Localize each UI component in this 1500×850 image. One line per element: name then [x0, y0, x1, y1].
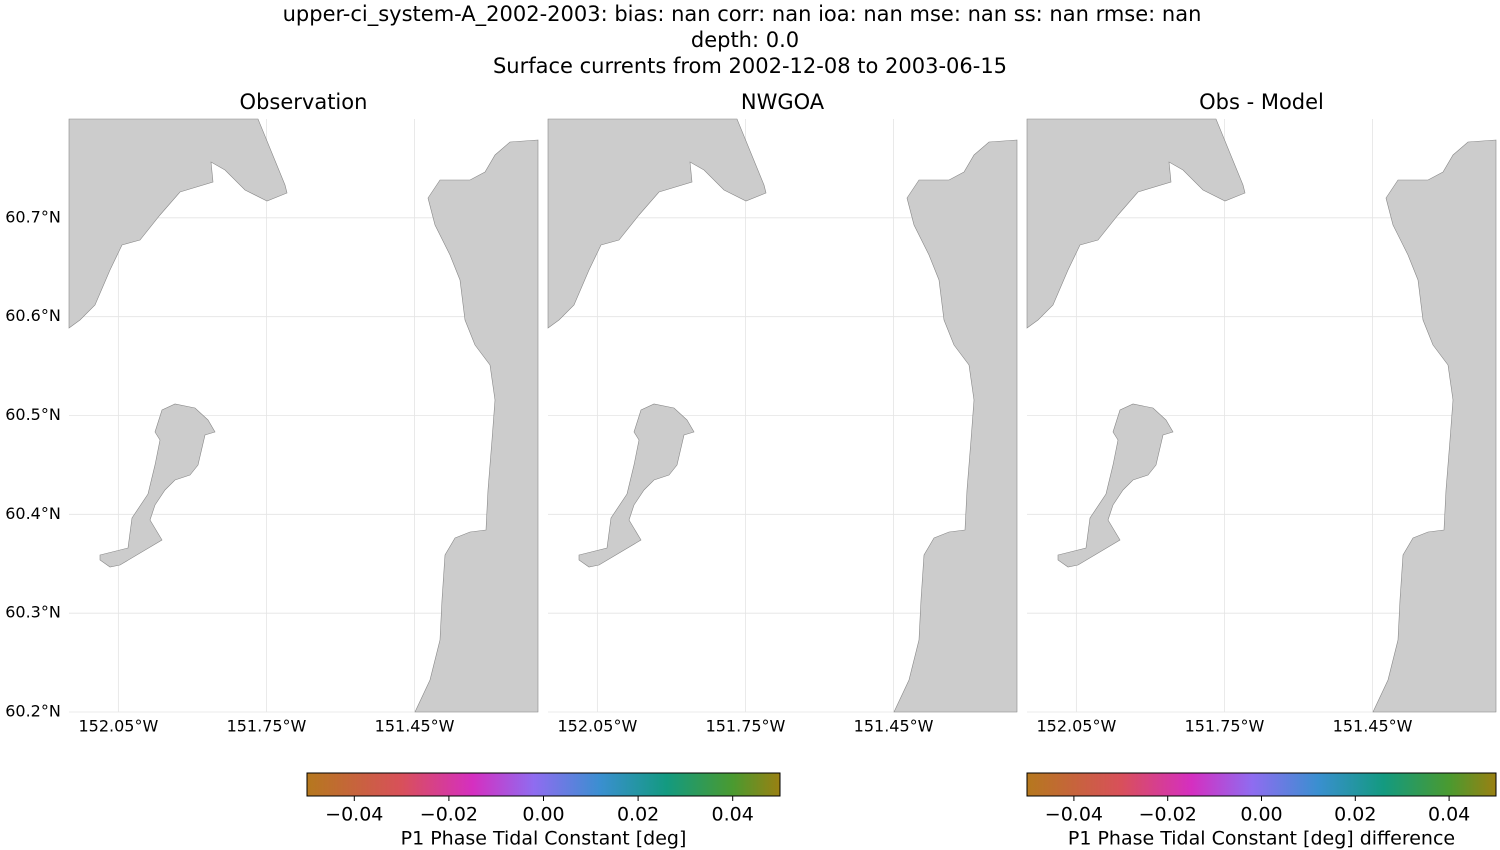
title-line: depth: 0.0 [691, 28, 799, 52]
colorbar-tick-label: −0.04 [1045, 804, 1103, 826]
colorbar-tick-label: 0.04 [712, 804, 754, 826]
lon-tick-label: 151.75°W [227, 717, 307, 736]
colorbar-label: P1 Phase Tidal Constant [deg] [401, 828, 687, 850]
panel-title: NWGOA [741, 90, 825, 114]
title-line: upper-ci_system-A_2002-2003: bias: nan c… [283, 2, 1202, 27]
lon-tick-label: 152.05°W [557, 717, 637, 736]
colorbar [1026, 772, 1497, 797]
panel-title: Observation [240, 90, 368, 114]
colorbar-tick-label: −0.02 [420, 804, 478, 826]
colorbar-tick-label: −0.04 [325, 804, 383, 826]
colorbar-label: P1 Phase Tidal Constant [deg] difference [1068, 828, 1455, 850]
lat-tick-label: 60.5°N [5, 405, 61, 424]
lon-tick-label: 152.05°W [1036, 717, 1116, 736]
lon-tick-label: 151.45°W [375, 717, 455, 736]
colorbar-tick-label: −0.02 [1139, 804, 1197, 826]
lat-tick-label: 60.3°N [5, 603, 61, 622]
lat-tick-label: 60.6°N [5, 306, 61, 325]
lon-tick-label: 151.45°W [854, 717, 934, 736]
colorbar-tick-label: 0.02 [1334, 804, 1376, 826]
colorbar-tick-label: 0.04 [1428, 804, 1470, 826]
title-line: Surface currents from 2002-12-08 to 2003… [493, 54, 1007, 78]
lon-tick-label: 151.45°W [1333, 717, 1413, 736]
colorbar-tick-label: 0.02 [617, 804, 659, 826]
panel-title: Obs - Model [1199, 90, 1324, 114]
lat-tick-label: 60.7°N [5, 207, 61, 226]
colorbar-tick-label: 0.00 [522, 804, 564, 826]
lon-tick-label: 151.75°W [706, 717, 786, 736]
lon-tick-label: 151.75°W [1185, 717, 1265, 736]
lat-tick-label: 60.4°N [5, 504, 61, 523]
lat-tick-label: 60.2°N [5, 702, 61, 721]
colorbar-tick-label: 0.00 [1240, 804, 1282, 826]
colorbar [306, 772, 781, 797]
lon-tick-label: 152.05°W [78, 717, 158, 736]
